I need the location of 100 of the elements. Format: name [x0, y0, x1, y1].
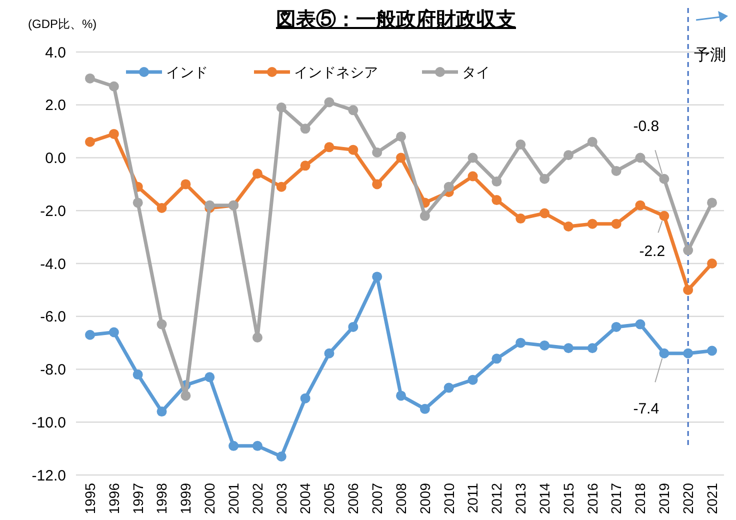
x-tick-label: 1998	[154, 482, 170, 514]
point	[540, 174, 550, 184]
legend-label: インドネシア	[294, 64, 378, 80]
point	[611, 166, 622, 176]
point	[468, 152, 478, 163]
x-tick-label: 2017	[608, 482, 624, 514]
point	[324, 142, 334, 152]
y-tick-label: -2.0	[40, 202, 66, 220]
point	[492, 195, 502, 206]
point	[396, 152, 406, 163]
y-tick-label: -6.0	[40, 308, 66, 326]
point	[468, 374, 478, 385]
x-tick-label: 2007	[368, 482, 385, 514]
x-tick-label: 2010	[440, 482, 457, 514]
point	[348, 144, 358, 155]
x-tick-label: 2004	[297, 482, 314, 514]
point	[587, 218, 598, 229]
point	[659, 348, 670, 358]
x-tick-label: 2012	[488, 482, 505, 514]
point	[132, 370, 143, 380]
x-tick-label: 2020	[680, 482, 696, 514]
point	[683, 348, 694, 358]
data-label: -0.8	[633, 118, 660, 135]
point	[132, 198, 143, 208]
x-tick-label: 2021	[704, 482, 720, 514]
point	[276, 102, 286, 113]
point	[516, 338, 526, 348]
point	[635, 152, 646, 163]
point	[540, 340, 550, 350]
legend-label: インド	[166, 64, 208, 80]
point	[659, 174, 670, 184]
x-tick-label: 1999	[178, 482, 194, 514]
x-tick-label: 2014	[536, 482, 552, 514]
point	[516, 214, 526, 224]
point	[204, 372, 215, 382]
point	[156, 202, 167, 213]
y-tick-label: -4.0	[40, 256, 66, 273]
point	[396, 390, 406, 401]
x-tick-label: 2009	[416, 482, 433, 514]
y-axis-title: (GDP比、%)	[28, 17, 97, 31]
point	[372, 147, 382, 158]
point	[108, 327, 119, 338]
x-tick-label: 2015	[560, 482, 576, 514]
y-tick-label: -10.0	[32, 414, 66, 432]
point	[372, 272, 382, 282]
point	[563, 221, 574, 232]
point	[85, 73, 95, 84]
point	[420, 210, 430, 221]
x-tick-label: 2016	[584, 482, 600, 514]
x-tick-label: 2018	[632, 482, 648, 514]
point	[324, 348, 334, 358]
x-tick-label: 2013	[512, 482, 529, 514]
point	[444, 382, 454, 393]
point	[180, 390, 191, 401]
point	[492, 354, 502, 364]
point	[444, 182, 454, 192]
data-label: -2.2	[639, 242, 666, 260]
point	[516, 140, 526, 150]
x-tick-label: 2001	[225, 482, 242, 514]
point	[587, 343, 598, 354]
y-tick-label: 2.0	[45, 97, 66, 114]
ref-line-label: 予測	[694, 45, 726, 64]
point	[252, 168, 262, 179]
point	[156, 406, 167, 417]
point	[396, 132, 406, 142]
point	[276, 451, 286, 462]
x-tick-label: 2019	[656, 482, 672, 514]
point	[204, 200, 215, 210]
point	[348, 322, 358, 332]
point	[180, 179, 191, 190]
y-tick-label: -12.0	[32, 467, 66, 484]
point	[372, 179, 382, 190]
point	[85, 136, 95, 147]
point	[635, 200, 646, 210]
point	[492, 176, 502, 187]
point	[420, 404, 430, 414]
data-label: -7.4	[633, 400, 660, 418]
point	[707, 346, 717, 356]
y-tick-label: 4.0	[45, 44, 66, 62]
point	[707, 258, 717, 268]
point	[540, 208, 550, 218]
point	[563, 150, 574, 160]
point	[563, 343, 574, 354]
y-tick-label: -8.0	[40, 362, 66, 378]
point	[611, 322, 622, 332]
point	[683, 245, 694, 256]
y-tick-label: 0.0	[45, 150, 66, 167]
point	[300, 124, 310, 134]
x-tick-label: 2000	[202, 482, 218, 514]
point	[707, 198, 717, 208]
x-tick-label: 1997	[130, 482, 146, 514]
point	[228, 440, 239, 451]
point	[276, 182, 286, 192]
point	[85, 330, 95, 340]
point	[683, 284, 694, 295]
point	[324, 97, 334, 108]
point	[156, 319, 167, 330]
x-tick-label: 2011	[464, 482, 481, 514]
chart-title: 図表⑤：一般政府財政収支	[276, 7, 516, 31]
point	[348, 105, 358, 116]
